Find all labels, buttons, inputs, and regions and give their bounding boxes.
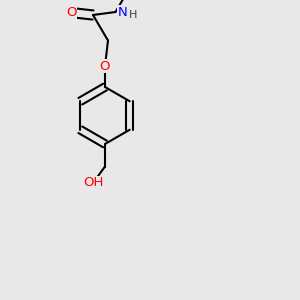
Text: N: N [118,5,128,19]
Text: O: O [66,6,77,19]
Text: O: O [100,59,110,73]
Text: H: H [129,10,137,20]
Text: OH: OH [83,176,103,190]
